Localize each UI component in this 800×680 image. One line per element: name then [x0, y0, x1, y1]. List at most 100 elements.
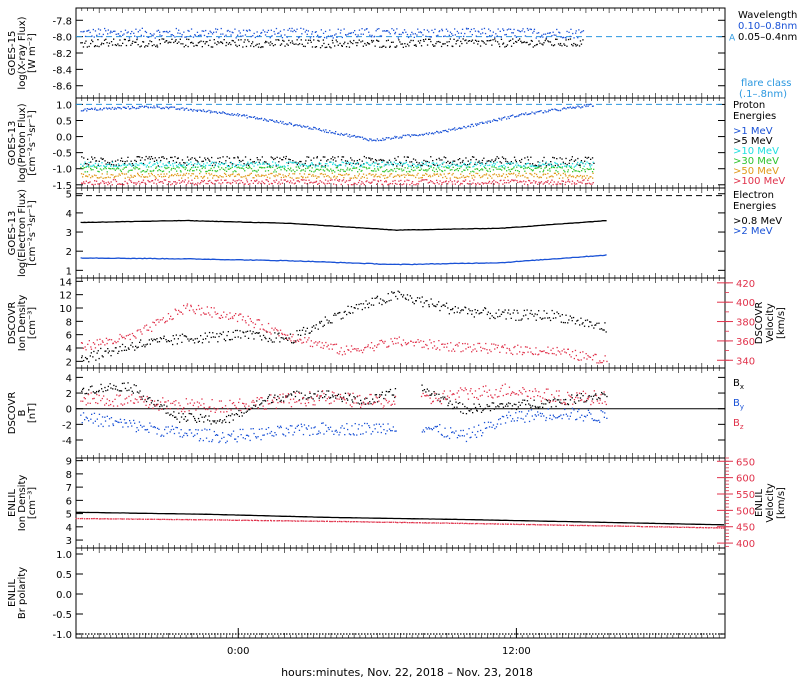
data-point [264, 118, 266, 120]
data-point [332, 156, 334, 158]
data-point [580, 161, 582, 163]
data-point [427, 175, 430, 177]
data-point [519, 175, 522, 177]
data-point [376, 28, 378, 30]
data-point [225, 34, 227, 36]
data-point [383, 139, 385, 141]
data-point [91, 39, 93, 41]
data-point [475, 164, 477, 166]
data-point [590, 168, 592, 170]
data-point [300, 175, 303, 178]
data-point [471, 174, 473, 177]
data-point [152, 321, 154, 323]
data-point [336, 41, 338, 43]
data-point [450, 309, 452, 311]
data-point [95, 109, 98, 111]
data-point [240, 313, 242, 315]
data-point [355, 304, 358, 306]
data-point [177, 157, 179, 159]
data-point [130, 176, 133, 178]
data-point [540, 110, 542, 112]
data-point [570, 158, 573, 161]
data-point [306, 327, 308, 329]
data-point [127, 176, 129, 178]
data-point [297, 125, 299, 127]
data-point [430, 165, 432, 167]
data-point [268, 337, 271, 340]
data-point [571, 156, 573, 158]
data-point [243, 183, 245, 185]
data-point [505, 352, 508, 354]
data-point [423, 346, 425, 348]
data-point [435, 348, 437, 350]
data-point [233, 113, 236, 116]
data-point [382, 30, 384, 32]
data-point [365, 300, 367, 302]
data-point [299, 338, 301, 340]
data-point [118, 164, 120, 167]
data-point [353, 167, 355, 169]
data-point [228, 42, 231, 44]
data-point [365, 166, 367, 169]
data-point [365, 180, 367, 183]
data-point [278, 173, 280, 175]
data-point [425, 300, 427, 302]
data-point [353, 39, 355, 42]
data-point [192, 309, 194, 311]
data-point [107, 348, 109, 350]
data-point [292, 30, 294, 33]
series-0-10-0-8nm [80, 27, 585, 39]
data-point [370, 174, 372, 176]
data-point [382, 299, 384, 301]
data-point [549, 41, 552, 43]
data-point [215, 180, 218, 182]
data-point [118, 173, 120, 175]
data-point [220, 27, 222, 30]
data-point [421, 346, 423, 349]
data-point [109, 162, 111, 164]
y-axis-label: log(Electron Flux) [17, 189, 28, 277]
data-point [403, 183, 405, 185]
data-point [405, 298, 407, 300]
data-point [495, 344, 497, 346]
data-point [406, 183, 408, 185]
data-point [563, 348, 565, 350]
data-point [288, 27, 291, 30]
data-point [579, 164, 581, 166]
data-point [338, 164, 341, 166]
data-point [522, 28, 524, 30]
data-point [459, 45, 461, 47]
data-point [407, 167, 409, 169]
data-point [521, 42, 523, 44]
data-point [478, 342, 481, 345]
data-point [114, 44, 116, 46]
data-point [408, 179, 410, 182]
data-point [113, 164, 115, 166]
data-point [328, 348, 330, 350]
data-point [550, 163, 552, 165]
data-point [439, 173, 441, 175]
data-point [504, 158, 507, 160]
data-point [315, 164, 317, 166]
data-point [214, 311, 216, 313]
y-tick-label: -1.5 [52, 181, 72, 192]
data-point [114, 30, 116, 32]
data-point [543, 310, 545, 312]
data-point [318, 163, 320, 165]
data-point [197, 109, 199, 111]
data-point [135, 163, 137, 165]
data-point [324, 30, 327, 33]
data-point [408, 174, 410, 176]
data-point [428, 167, 430, 170]
data-point [208, 331, 211, 334]
data-point [209, 112, 212, 114]
data-point [460, 173, 462, 175]
data-point [350, 165, 353, 167]
data-point [229, 174, 232, 176]
data-point [253, 177, 255, 179]
data-point [211, 169, 214, 172]
data-point [92, 40, 94, 43]
data-point [205, 29, 207, 32]
data-point [473, 179, 475, 181]
